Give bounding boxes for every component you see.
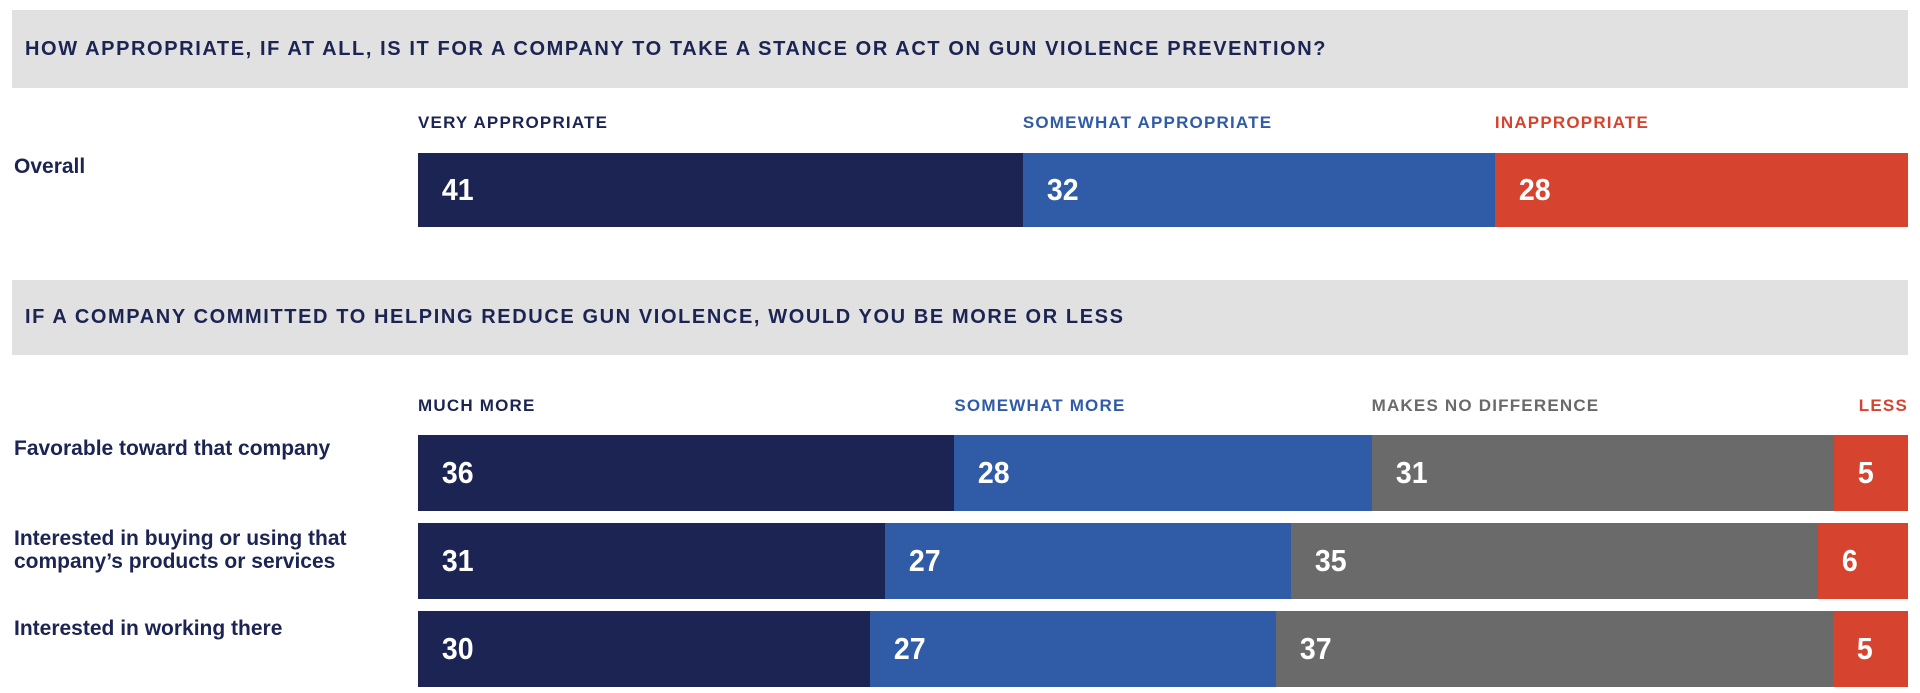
legend-label: INAPPROPRIATE [1494, 113, 1650, 132]
bar-row: 31 27 35 6 [418, 523, 1908, 599]
bar-segment: 36 [418, 435, 955, 511]
bar-segment: 27 [884, 523, 1291, 599]
legend-label: MUCH MORE [418, 396, 536, 415]
row-label: Overall [14, 155, 86, 178]
bar-segment: 5 [1833, 435, 1909, 511]
row-label: Favorable toward that company [14, 437, 331, 460]
bar-row: 41 32 28 [418, 153, 1908, 227]
section2-legend: MUCH MORE SOMEWHAT MORE MAKES NO DIFFERENC… [418, 396, 1908, 420]
legend-label: LESS [1858, 396, 1908, 415]
bar-segment: 31 [1371, 435, 1834, 511]
bar-value: 31 [1395, 455, 1428, 490]
section2-title: IF A COMPANY COMMITTED TO HELPING REDUCE… [25, 306, 1125, 328]
bar-value: 5 [1857, 455, 1874, 490]
bar-segment: 5 [1832, 611, 1908, 687]
bar-segment: 32 [1022, 153, 1495, 227]
bar-value: 6 [1841, 543, 1858, 578]
bar-segment: 37 [1275, 611, 1833, 687]
bar-segment: 35 [1290, 523, 1818, 599]
section1-legend: VERY APPROPRIATE SOMEWHAT APPROPRIATE INAP… [418, 113, 1908, 137]
bar-value: 36 [441, 455, 474, 490]
bar-segment: 41 [418, 153, 1023, 227]
bar-value: 27 [893, 631, 926, 666]
bar-value: 5 [1856, 631, 1873, 666]
bar-segment: 6 [1817, 523, 1908, 599]
section1-bars: 41 32 28 [418, 153, 1908, 227]
bar-row: 36 28 31 5 [418, 435, 1909, 511]
legend-label: MAKES NO DIFFERENCE [1371, 396, 1600, 415]
legend-label: SOMEWHAT APPROPRIATE [1022, 113, 1273, 132]
section2-bars: 36 28 31 5 31 27 35 6 30 27 37 5 [418, 435, 1909, 687]
section1-title-band: HOW APPROPRIATE, IF AT ALL, IS IT FOR A … [12, 10, 1908, 88]
section1-title: HOW APPROPRIATE, IF AT ALL, IS IT FOR A … [25, 37, 1328, 60]
bar-segment: 28 [1494, 153, 1908, 227]
bar-segment: 31 [418, 523, 885, 599]
bar-segment: 30 [418, 611, 870, 687]
bar-value: 28 [1518, 172, 1551, 207]
row-label: Interested in buying or using that compa… [14, 527, 347, 573]
bar-value: 32 [1046, 172, 1079, 207]
bar-segment: 28 [954, 435, 1372, 511]
section2-title-band: IF A COMPANY COMMITTED TO HELPING REDUCE… [12, 280, 1908, 355]
legend-label: VERY APPROPRIATE [418, 113, 609, 132]
bar-row: 30 27 37 5 [418, 611, 1908, 687]
bar-segment: 27 [869, 611, 1276, 687]
bar-value: 41 [441, 172, 474, 207]
bar-value: 37 [1299, 631, 1332, 666]
bar-value: 35 [1314, 543, 1347, 578]
legend-label: SOMEWHAT MORE [954, 396, 1126, 415]
bar-value: 27 [908, 543, 941, 578]
row-label: Interested in working there [14, 617, 283, 640]
bar-value: 31 [441, 543, 474, 578]
bar-value: 28 [978, 455, 1011, 490]
bar-value: 30 [441, 631, 474, 666]
